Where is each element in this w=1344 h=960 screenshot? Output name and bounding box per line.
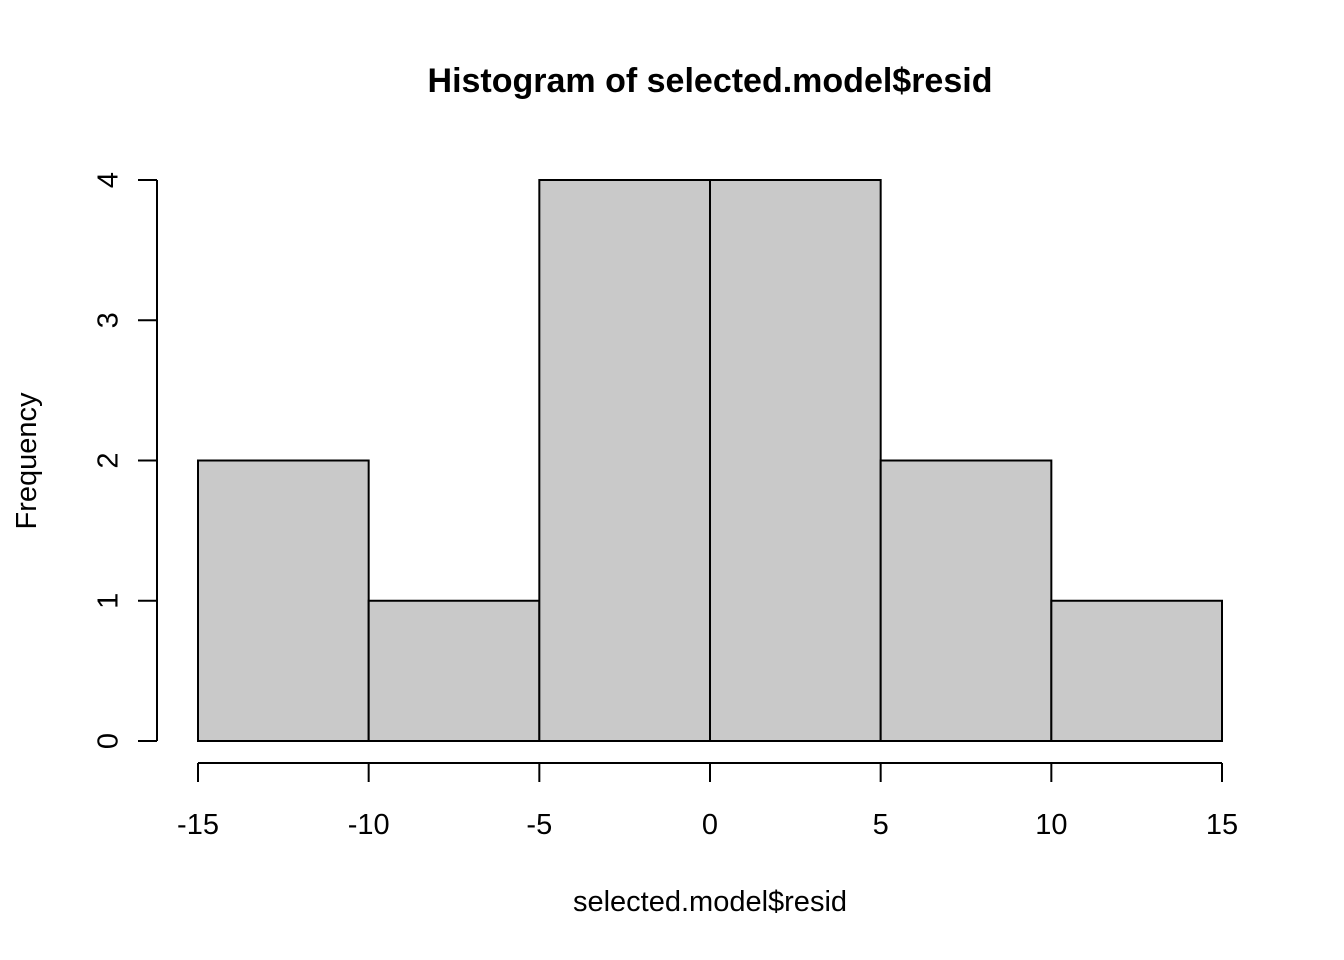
histogram-bar-1 xyxy=(367,599,541,742)
histogram-bars xyxy=(197,179,1224,742)
y-axis-label: Frequency xyxy=(11,392,43,530)
x-tick-label-2: -5 xyxy=(526,809,552,841)
y-tick-label-3: 3 xyxy=(93,312,125,328)
histogram-bar-2 xyxy=(538,179,711,742)
y-axis: 0 1 2 3 4 xyxy=(93,172,158,749)
histogram-bar-3 xyxy=(709,179,882,742)
y-tick-label-0: 0 xyxy=(93,733,125,749)
histogram-bar-5 xyxy=(1050,599,1224,742)
x-tick-label-3: 0 xyxy=(702,809,718,841)
x-tick-label-4: 5 xyxy=(873,809,889,841)
x-tick-label-1: -10 xyxy=(348,809,390,841)
x-tick-label-5: 10 xyxy=(1035,809,1067,841)
y-tick-label-1: 1 xyxy=(93,593,125,609)
y-tick-label-4: 4 xyxy=(93,172,125,188)
y-tick-label-2: 2 xyxy=(93,452,125,468)
x-tick-label-6: 15 xyxy=(1206,809,1238,841)
x-tick-label-0: -15 xyxy=(177,809,219,841)
x-axis-label: selected.model$resid xyxy=(573,886,847,918)
x-axis: -15 -10 -5 0 5 10 15 xyxy=(177,762,1238,841)
chart-title: Histogram of selected.model$resid xyxy=(428,62,993,100)
histogram-bar-4 xyxy=(879,459,1053,742)
histogram-bar-0 xyxy=(197,459,370,742)
